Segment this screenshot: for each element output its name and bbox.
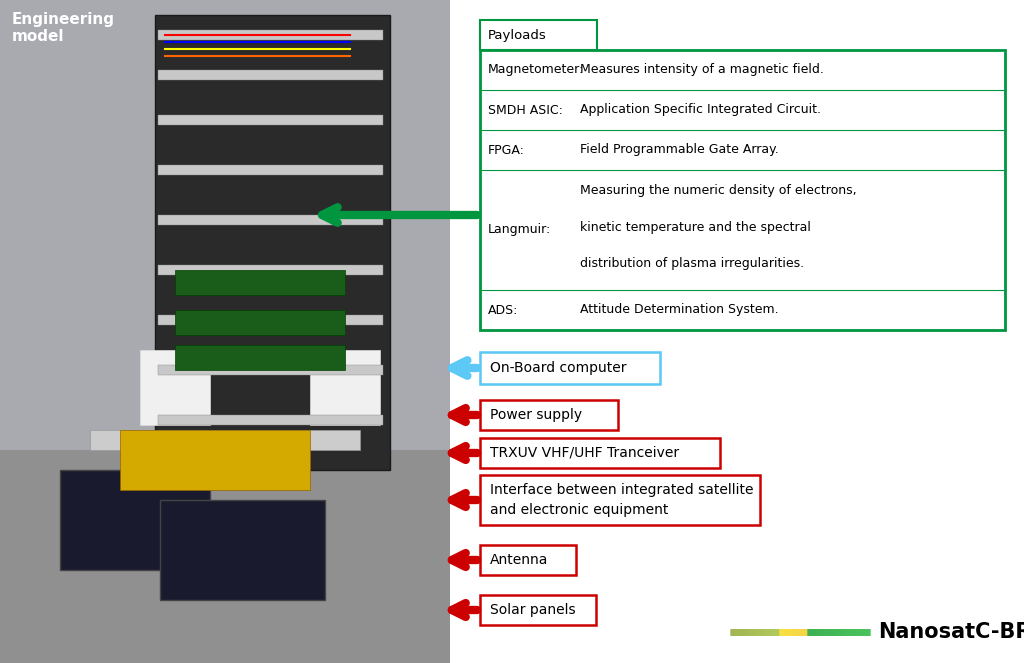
- Bar: [310, 350, 380, 425]
- Bar: [175, 310, 345, 335]
- Text: distribution of plasma irregularities.: distribution of plasma irregularities.: [580, 257, 804, 270]
- Bar: [0, 0, 450, 450]
- Bar: [155, 15, 390, 470]
- Bar: [158, 30, 383, 40]
- Text: Solar panels: Solar panels: [490, 603, 575, 617]
- Text: Attitude Determination System.: Attitude Determination System.: [580, 304, 778, 316]
- Bar: [160, 500, 325, 600]
- Text: and electronic equipment: and electronic equipment: [490, 503, 669, 517]
- FancyBboxPatch shape: [480, 545, 575, 575]
- Bar: [158, 315, 383, 325]
- Bar: [450, 0, 1024, 663]
- Bar: [158, 70, 383, 80]
- Text: kinetic temperature and the spectral: kinetic temperature and the spectral: [580, 221, 811, 234]
- Bar: [120, 430, 310, 490]
- FancyBboxPatch shape: [480, 595, 596, 625]
- Bar: [158, 165, 383, 175]
- Bar: [158, 115, 383, 125]
- Text: Engineering
model: Engineering model: [12, 12, 115, 44]
- Text: ADS:: ADS:: [488, 304, 518, 316]
- Bar: [140, 350, 210, 425]
- Bar: [175, 270, 345, 295]
- FancyBboxPatch shape: [480, 50, 1005, 330]
- Bar: [0, 450, 450, 663]
- Text: FPGA:: FPGA:: [488, 143, 525, 156]
- FancyBboxPatch shape: [480, 475, 760, 525]
- Text: TRXUV VHF/UHF Tranceiver: TRXUV VHF/UHF Tranceiver: [490, 446, 679, 460]
- Bar: [90, 430, 360, 450]
- Text: Interface between integrated satellite: Interface between integrated satellite: [490, 483, 754, 497]
- Text: SMDH ASIC:: SMDH ASIC:: [488, 103, 563, 117]
- FancyBboxPatch shape: [480, 20, 597, 50]
- Text: Power supply: Power supply: [490, 408, 583, 422]
- Text: Antenna: Antenna: [490, 553, 549, 567]
- Text: Langmuir:: Langmuir:: [488, 223, 552, 237]
- Text: Application Specific Integrated Circuit.: Application Specific Integrated Circuit.: [580, 103, 821, 117]
- FancyBboxPatch shape: [480, 352, 660, 384]
- Bar: [158, 265, 383, 275]
- Text: Measures intensity of a magnetic field.: Measures intensity of a magnetic field.: [580, 64, 824, 76]
- Bar: [158, 215, 383, 225]
- Text: NanosatC-BR2: NanosatC-BR2: [878, 622, 1024, 642]
- Text: Payloads: Payloads: [488, 29, 547, 42]
- Text: Field Programmable Gate Array.: Field Programmable Gate Array.: [580, 143, 778, 156]
- FancyBboxPatch shape: [480, 438, 720, 468]
- Bar: [158, 365, 383, 375]
- Bar: [60, 470, 210, 570]
- FancyBboxPatch shape: [480, 400, 618, 430]
- Text: Magnetometer:: Magnetometer:: [488, 64, 585, 76]
- Text: On-Board computer: On-Board computer: [490, 361, 627, 375]
- Bar: [0, 0, 450, 663]
- Bar: [158, 415, 383, 425]
- Text: Measuring the numeric density of electrons,: Measuring the numeric density of electro…: [580, 184, 857, 198]
- Bar: [175, 345, 345, 370]
